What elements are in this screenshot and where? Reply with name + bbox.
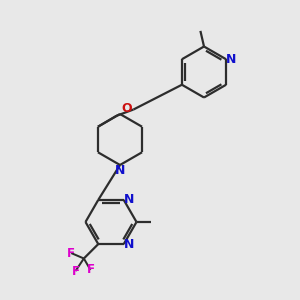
Text: N: N	[115, 164, 125, 177]
Text: F: F	[71, 265, 80, 278]
Text: F: F	[86, 263, 94, 276]
Text: F: F	[67, 247, 75, 260]
Text: O: O	[122, 102, 132, 115]
Text: N: N	[226, 53, 237, 66]
Text: N: N	[124, 238, 134, 251]
Text: N: N	[124, 193, 134, 206]
